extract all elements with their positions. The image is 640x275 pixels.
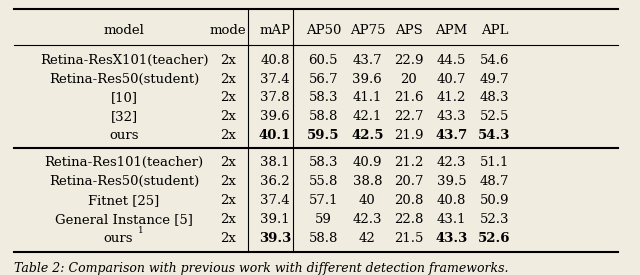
Text: Retina-ResX101(teacher): Retina-ResX101(teacher)	[40, 54, 208, 67]
Text: 2x: 2x	[220, 213, 236, 226]
Text: 54.6: 54.6	[479, 54, 509, 67]
Text: 2x: 2x	[220, 73, 236, 86]
Text: 39.5: 39.5	[436, 175, 467, 188]
Text: 42.3: 42.3	[437, 156, 467, 169]
Text: 2x: 2x	[220, 156, 236, 169]
Text: 48.7: 48.7	[479, 175, 509, 188]
Text: 52.3: 52.3	[479, 213, 509, 226]
Text: 20.7: 20.7	[394, 175, 424, 188]
Text: 60.5: 60.5	[308, 54, 338, 67]
Text: 58.8: 58.8	[308, 111, 338, 123]
Text: 42.5: 42.5	[351, 130, 383, 142]
Text: 2x: 2x	[220, 54, 236, 67]
Text: 40.9: 40.9	[353, 156, 382, 169]
Text: 43.7: 43.7	[435, 130, 468, 142]
Text: 21.6: 21.6	[394, 92, 424, 104]
Text: [10]: [10]	[111, 92, 138, 104]
Text: AP50: AP50	[306, 24, 341, 37]
Text: Retina-Res50(student): Retina-Res50(student)	[49, 175, 199, 188]
Text: Fitnet [25]: Fitnet [25]	[88, 194, 159, 207]
Text: 39.3: 39.3	[259, 232, 291, 245]
Text: 22.8: 22.8	[394, 213, 424, 226]
Text: 51.1: 51.1	[480, 156, 509, 169]
Text: 37.4: 37.4	[260, 73, 290, 86]
Text: 41.1: 41.1	[353, 92, 382, 104]
Text: General Instance [5]: General Instance [5]	[55, 213, 193, 226]
Text: ours: ours	[103, 232, 132, 245]
Text: 54.3: 54.3	[478, 130, 511, 142]
Text: 58.3: 58.3	[308, 92, 338, 104]
Text: 40.7: 40.7	[437, 73, 467, 86]
Text: 56.7: 56.7	[308, 73, 338, 86]
Text: 48.3: 48.3	[479, 92, 509, 104]
Text: 39.6: 39.6	[353, 73, 382, 86]
Text: 58.8: 58.8	[308, 232, 338, 245]
Text: mode: mode	[209, 24, 246, 37]
Text: 39.6: 39.6	[260, 111, 290, 123]
Text: 2x: 2x	[220, 92, 236, 104]
Text: 59.5: 59.5	[307, 130, 340, 142]
Text: 40.8: 40.8	[260, 54, 290, 67]
Text: 1: 1	[138, 227, 144, 235]
Text: 42.3: 42.3	[353, 213, 382, 226]
Text: ours: ours	[109, 130, 139, 142]
Text: 49.7: 49.7	[479, 73, 509, 86]
Text: 2x: 2x	[220, 130, 236, 142]
Text: 41.2: 41.2	[437, 92, 467, 104]
Text: 37.4: 37.4	[260, 194, 290, 207]
Text: 44.5: 44.5	[437, 54, 467, 67]
Text: 39.1: 39.1	[260, 213, 290, 226]
Text: 36.2: 36.2	[260, 175, 290, 188]
Text: 43.7: 43.7	[353, 54, 382, 67]
Text: 2x: 2x	[220, 175, 236, 188]
Text: 2x: 2x	[220, 111, 236, 123]
Text: 55.8: 55.8	[308, 175, 338, 188]
Text: 52.5: 52.5	[480, 111, 509, 123]
Text: 22.7: 22.7	[394, 111, 424, 123]
Text: 43.3: 43.3	[435, 232, 468, 245]
Text: 40.8: 40.8	[437, 194, 467, 207]
Text: mAP: mAP	[259, 24, 291, 37]
Text: 38.8: 38.8	[353, 175, 382, 188]
Text: 2x: 2x	[220, 232, 236, 245]
Text: 43.3: 43.3	[436, 111, 467, 123]
Text: APM: APM	[435, 24, 468, 37]
Text: 40: 40	[359, 194, 376, 207]
Text: 21.2: 21.2	[394, 156, 424, 169]
Text: model: model	[104, 24, 145, 37]
Text: 2x: 2x	[220, 194, 236, 207]
Text: 57.1: 57.1	[308, 194, 338, 207]
Text: 38.1: 38.1	[260, 156, 290, 169]
Text: 37.8: 37.8	[260, 92, 290, 104]
Text: [32]: [32]	[111, 111, 138, 123]
Text: 58.3: 58.3	[308, 156, 338, 169]
Text: Retina-Res101(teacher): Retina-Res101(teacher)	[44, 156, 204, 169]
Text: APS: APS	[395, 24, 423, 37]
Text: Retina-Res50(student): Retina-Res50(student)	[49, 73, 199, 86]
Text: 40.1: 40.1	[259, 130, 291, 142]
Text: Table 2: Comparison with previous work with different detection frameworks.: Table 2: Comparison with previous work w…	[14, 262, 508, 275]
Text: 50.9: 50.9	[479, 194, 509, 207]
Text: APL: APL	[481, 24, 508, 37]
Text: AP75: AP75	[349, 24, 385, 37]
Text: 21.9: 21.9	[394, 130, 424, 142]
Text: 52.6: 52.6	[478, 232, 511, 245]
Text: 59: 59	[315, 213, 332, 226]
Text: 42: 42	[359, 232, 376, 245]
Text: 43.1: 43.1	[437, 213, 467, 226]
Text: 22.9: 22.9	[394, 54, 424, 67]
Text: 20.8: 20.8	[394, 194, 424, 207]
Text: 42.1: 42.1	[353, 111, 382, 123]
Text: 20: 20	[401, 73, 417, 86]
Text: 21.5: 21.5	[394, 232, 424, 245]
